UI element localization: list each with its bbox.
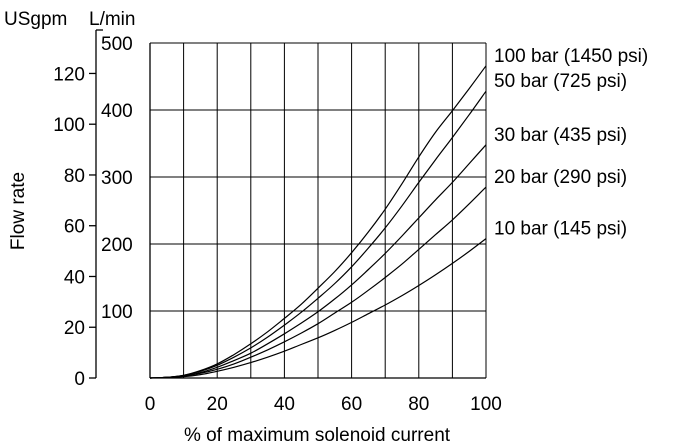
x-tick-label: 40 xyxy=(274,394,295,415)
series-line xyxy=(149,238,487,379)
lpm-tick-label: 500 xyxy=(101,34,133,55)
grid xyxy=(150,42,487,378)
x-tick-label: 80 xyxy=(408,394,429,415)
series-label: 30 bar (435 psi) xyxy=(494,125,627,146)
x-tick-label: 60 xyxy=(341,394,362,415)
lpm-tick-label: 200 xyxy=(101,235,133,256)
usgpm-tick-label: 60 xyxy=(64,217,85,238)
usgpm-tick-label: 20 xyxy=(64,318,85,339)
axes xyxy=(89,29,486,379)
series-line xyxy=(149,90,487,379)
usgpm-tick-label: 100 xyxy=(53,115,85,136)
series-label: 100 bar (1450 psi) xyxy=(494,46,648,67)
x-tick-label: 20 xyxy=(207,394,228,415)
series-line xyxy=(149,144,487,379)
usgpm-tick-label: 0 xyxy=(74,369,85,390)
series-curves xyxy=(149,65,487,379)
lpm-tick-label: 100 xyxy=(101,302,133,323)
series-label: 20 bar (290 psi) xyxy=(494,167,627,188)
series-labels: 100 bar (1450 psi) 50 bar (725 psi) 30 bar… xyxy=(494,46,648,240)
x-axis-title: % of maximum solenoid current xyxy=(184,425,451,446)
usgpm-tick-label: 120 xyxy=(53,64,85,85)
series-label: 50 bar (725 psi) xyxy=(494,71,627,92)
series-line xyxy=(149,65,487,379)
usgpm-unit-label: USgpm xyxy=(4,9,67,30)
y-axis-title: Flow rate xyxy=(8,172,29,250)
x-tick-label: 0 xyxy=(145,394,156,415)
series-label: 10 bar (145 psi) xyxy=(494,219,627,240)
x-tick-label: 100 xyxy=(470,394,502,415)
lpm-tick-label: 400 xyxy=(101,101,133,122)
usgpm-tick-label: 80 xyxy=(64,166,85,187)
tick-labels: 0 20 40 60 80 100 120 100 200 300 400 500 0 20 40 60 80 1… xyxy=(53,34,502,415)
usgpm-tick-label: 40 xyxy=(64,267,85,288)
lpm-tick-label: 300 xyxy=(101,168,133,189)
lpm-unit-label: L/min xyxy=(89,9,135,30)
series-line xyxy=(149,186,487,379)
